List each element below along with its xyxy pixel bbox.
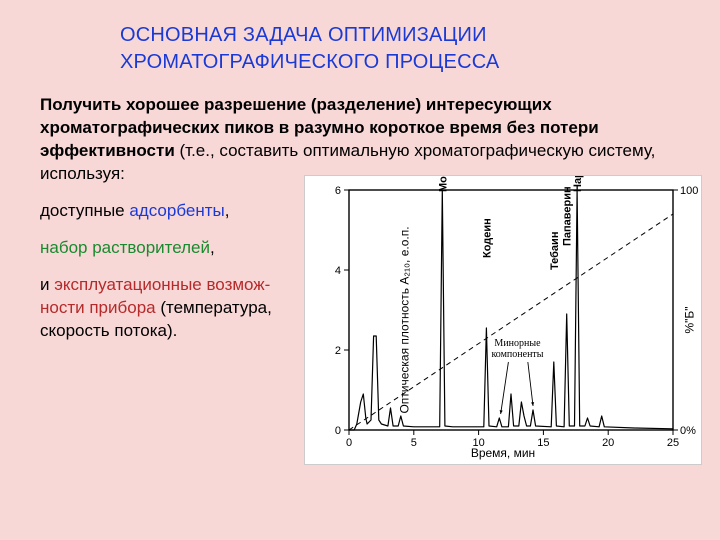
- svg-text:2: 2: [335, 345, 341, 357]
- chart-svg: 051015202502460%100МорфинКодеинТебаинПап…: [305, 176, 701, 464]
- svg-text:Кодеин: Кодеин: [481, 218, 493, 258]
- svg-text:0%: 0%: [680, 425, 696, 437]
- svg-text:25: 25: [667, 437, 679, 449]
- title-line2: ХРОМАТОГРАФИЧЕСКОГО ПРОЦЕССА: [120, 51, 499, 73]
- svg-text:20: 20: [602, 437, 614, 449]
- svg-text:Папаверин: Папаверин: [562, 186, 574, 246]
- svg-text:компоненты: компоненты: [491, 349, 543, 360]
- svg-text:0: 0: [335, 425, 341, 437]
- svg-text:Тебаин: Тебаин: [549, 232, 561, 270]
- svg-text:100: 100: [680, 185, 698, 197]
- line3-colored: набор растворителей: [40, 238, 210, 257]
- y-axis-label-right: %"Б": [682, 306, 696, 333]
- svg-text:6: 6: [335, 185, 341, 197]
- line-instrument: и эксплуатационные возмож-ности прибора …: [40, 274, 310, 343]
- line2-colored: адсорбенты: [129, 201, 224, 220]
- svg-text:Наркотин: Наркотин: [572, 176, 584, 192]
- svg-text:Морфин: Морфин: [437, 176, 449, 192]
- svg-text:0: 0: [346, 437, 352, 449]
- line2-post: ,: [225, 201, 230, 220]
- chromatogram-chart: 051015202502460%100МорфинКодеинТебаинПап…: [304, 175, 702, 465]
- line-adsorbents: доступные адсорбенты,: [40, 200, 310, 223]
- svg-text:4: 4: [335, 265, 341, 277]
- y-axis-label-left: Оптическая плотность A₂₁₀, е.о.п.: [398, 226, 412, 413]
- line3-post: ,: [210, 238, 215, 257]
- paragraph-1: Получить хорошее разрешение (разделение)…: [40, 94, 680, 186]
- slide-title: ОСНОВНАЯ ЗАДАЧА ОПТИМИЗАЦИИ ХРОМАТОГРАФИ…: [120, 22, 680, 76]
- line2-pre: доступные: [40, 201, 129, 220]
- svg-text:5: 5: [411, 437, 417, 449]
- svg-text:15: 15: [537, 437, 549, 449]
- line4-pre: и: [40, 275, 54, 294]
- svg-text:Минорные: Минорные: [494, 338, 541, 349]
- x-axis-label: Время, мин: [471, 446, 535, 460]
- title-line1: ОСНОВНАЯ ЗАДАЧА ОПТИМИЗАЦИИ: [120, 24, 487, 46]
- line-solvents: набор растворителей,: [40, 237, 310, 260]
